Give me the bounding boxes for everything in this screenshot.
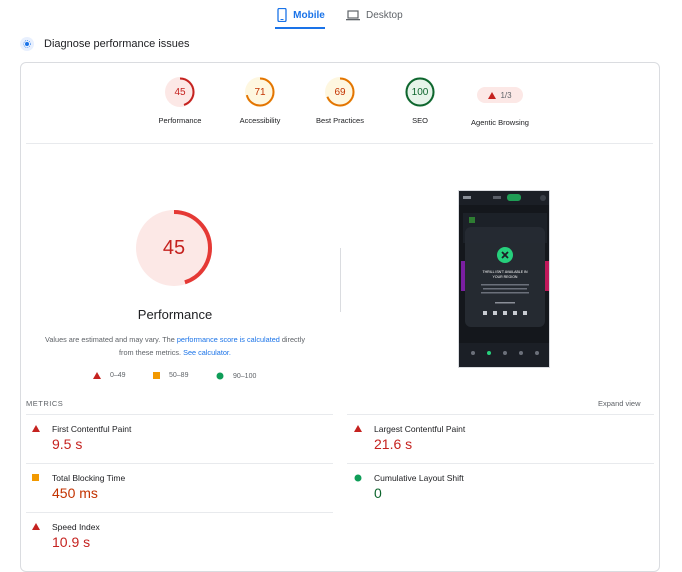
laptop-icon [346,9,360,20]
fail-triangle-icon [488,91,497,99]
diagnose-title: Diagnose performance issues [44,38,190,50]
good-circle-icon [216,372,224,380]
agentic-browsing-score: 1/3 [500,90,512,100]
legend-good-label: 90–100 [233,372,257,380]
poor-triangle-icon [32,425,40,432]
metrics-title: METRICS [26,399,64,408]
performance-note: Values are estimated and may vary. The p… [40,333,310,359]
performance-big-gauge [136,210,212,286]
performance-label: Performance [158,116,202,125]
tab-desktop-label: Desktop [366,9,403,21]
screenshot-message-2: YOUR REGION [493,275,518,279]
legend-poor: 0–49 [93,372,126,379]
accessibility-label: Accessibility [239,116,281,125]
performance-big-score: 45 [162,236,186,259]
active-tab-indicator [275,27,325,29]
tab-desktop[interactable]: Desktop [346,0,408,30]
good-circle-icon [354,474,362,482]
best-practices-gauge: 69 [325,77,355,107]
category-accessibility[interactable]: 71 Accessibility [220,77,300,125]
metric-value: 10.9 s [52,534,91,550]
phone-icon [277,8,287,22]
best-practices-score: 69 [334,86,346,98]
diagnose-heading: Diagnose performance issues [20,36,190,52]
vertical-divider [340,248,341,312]
metric-value: 0 [374,485,382,501]
agentic-browsing-label: Agentic Browsing [471,118,529,127]
accessibility-score: 71 [254,86,266,98]
metrics-divider [26,463,333,464]
metric-label: Speed Index [52,522,100,532]
tab-mobile[interactable]: Mobile [276,0,326,30]
seo-label: SEO [412,116,428,125]
note-text: Values are estimated and may vary. The [45,335,177,344]
screenshot-message-1: THRILL ISN'T AVAILABLE IN [482,270,528,274]
metric-label: Largest Contentful Paint [374,424,466,434]
legend-average: 50–89 [153,372,188,379]
see-calculator-link[interactable]: See calculator. [183,348,231,357]
metrics-divider-right [347,414,654,415]
poor-triangle-icon [354,425,362,432]
poor-triangle-icon [93,372,101,379]
performance-score-link[interactable]: performance score is calculated [176,335,280,344]
legend-good: 90–100 [216,372,256,380]
diagnose-icon [20,37,34,51]
metrics-divider [347,463,654,464]
divider [26,143,653,144]
screenshot-graphic: THRILL ISN'T AVAILABLE IN YOUR REGION [459,191,549,367]
legend-average-label: 50–89 [169,372,189,379]
metrics-divider [26,512,333,513]
agentic-browsing-badge: 1/3 [477,87,523,103]
metric-label: Cumulative Layout Shift [374,473,464,483]
average-square-icon [32,474,39,481]
note-text-2: directly from these metrics. [119,335,305,357]
category-seo[interactable]: 100 SEO [380,77,460,125]
seo-score: 100 [411,86,429,98]
poor-triangle-icon [32,523,40,530]
category-performance[interactable]: 45 Performance [140,77,220,125]
performance-title: Performance [137,307,213,322]
performance-gauge: 45 [165,77,195,107]
legend-poor-label: 0–49 [110,372,126,379]
metrics-divider-left [26,414,333,415]
metric-value: 450 ms [52,485,98,501]
category-agentic-browsing[interactable]: 1/3 Agentic Browsing [460,80,540,127]
expand-view-button[interactable]: Expand view [598,399,641,408]
category-best-practices[interactable]: 69 Best Practices [300,77,380,125]
metric-label: Total Blocking Time [52,473,126,483]
tab-mobile-label: Mobile [293,9,325,21]
metric-value: 9.5 s [52,436,83,452]
metric-label: First Contentful Paint [52,424,132,434]
average-square-icon [153,372,160,379]
best-practices-label: Best Practices [316,116,364,125]
final-screenshot: THRILL ISN'T AVAILABLE IN YOUR REGION [458,190,550,368]
performance-score: 45 [174,86,186,98]
metric-value: 21.6 s [374,436,413,452]
seo-gauge: 100 [405,77,435,107]
accessibility-gauge: 71 [245,77,275,107]
